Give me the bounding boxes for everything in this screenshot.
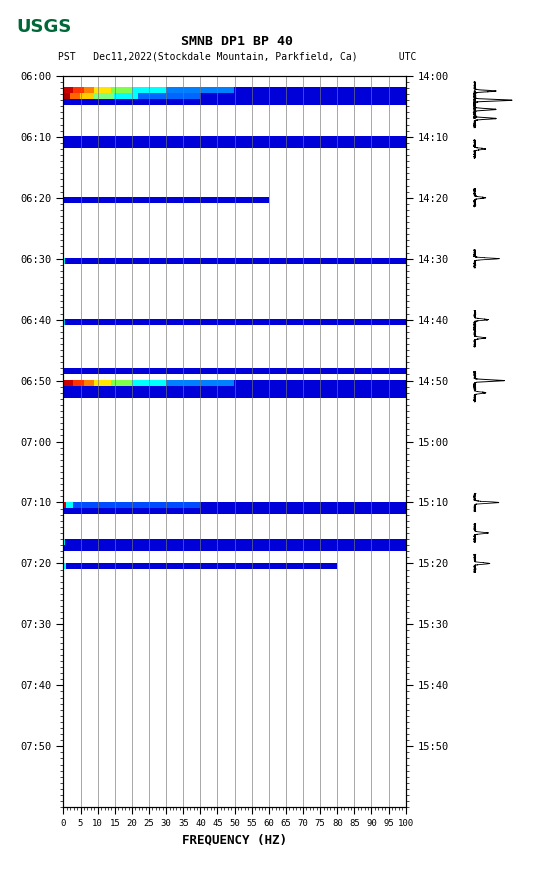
Text: PST   Dec11,2022(Stockdale Mountain, Parkfield, Ca)       UTC: PST Dec11,2022(Stockdale Mountain, Parkf… [58, 51, 417, 62]
Text: SMNB DP1 BP 40: SMNB DP1 BP 40 [182, 36, 293, 48]
X-axis label: FREQUENCY (HZ): FREQUENCY (HZ) [182, 834, 287, 847]
Text: USGS: USGS [17, 18, 72, 36]
